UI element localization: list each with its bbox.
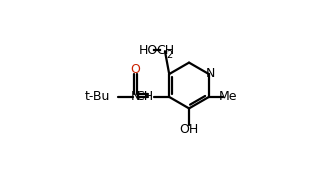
Text: CH: CH [135, 90, 153, 103]
Text: Me: Me [219, 90, 238, 103]
Text: OH: OH [179, 123, 199, 136]
Text: N: N [205, 67, 215, 80]
Text: HO: HO [139, 44, 158, 57]
Text: t-Bu: t-Bu [84, 90, 110, 103]
Text: 2: 2 [167, 50, 173, 60]
Text: CH: CH [156, 44, 174, 57]
Text: N: N [131, 90, 140, 103]
Text: O: O [130, 63, 140, 76]
